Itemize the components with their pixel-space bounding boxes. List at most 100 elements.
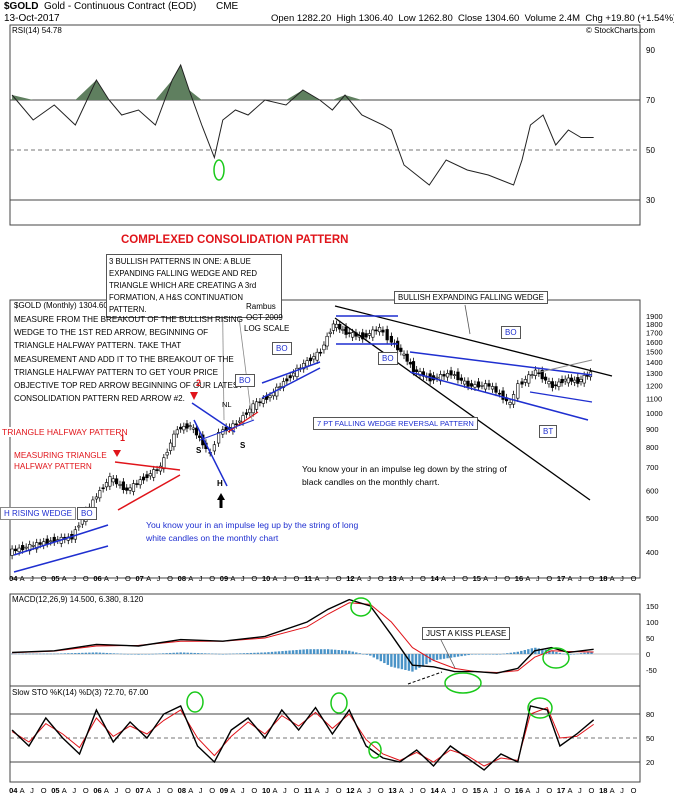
rambus-date: OCT 2009: [246, 313, 283, 322]
macd-highlight-2: [444, 672, 482, 694]
bo-label-5: BO: [501, 326, 521, 339]
rsi-legend: RSI(14) 54.78: [12, 26, 62, 35]
stoch-xtick-A: A: [483, 786, 488, 795]
macd-highlight-3: [542, 647, 570, 669]
stoch-xtick-J: J: [578, 786, 582, 795]
macd-histogram-bar: [253, 652, 256, 654]
macd-histogram-bar: [562, 653, 565, 655]
macd-histogram-bar: [288, 650, 291, 654]
macd-histogram-bar: [119, 653, 123, 655]
price-tick-1600: 1600: [646, 338, 663, 347]
price-xtick-A: A: [104, 574, 109, 583]
macd-histogram-bar: [400, 654, 404, 670]
rising-wedge-label: H RISING WEDGE: [0, 507, 77, 520]
macd-histogram-bar: [319, 649, 323, 654]
candle-body: [194, 427, 199, 436]
triangle-upper-line: [114, 461, 181, 471]
macd-histogram-bar: [530, 648, 534, 654]
price-tick-900: 900: [646, 425, 659, 434]
macd-histogram-bar: [330, 649, 333, 654]
stoch-xtick-O: O: [504, 786, 510, 795]
macd-histogram-bar: [88, 652, 91, 654]
macd-histogram-bar: [376, 654, 379, 660]
candle-body: [182, 426, 186, 431]
macd-panel: [9, 593, 641, 687]
price-xtick-12: 12: [346, 574, 354, 583]
candle-body: [402, 353, 406, 356]
price-xtick-O: O: [336, 574, 342, 583]
macd-histogram-bar: [291, 650, 295, 654]
macd-histogram-bar: [295, 650, 298, 654]
candle-body: [244, 412, 249, 415]
macd-histogram-bar: [17, 653, 21, 655]
stoch-xtick-16: 16: [515, 786, 523, 795]
candle-body: [456, 371, 460, 381]
candle-body: [497, 392, 502, 395]
price-xtick-J: J: [30, 574, 34, 583]
stoch-xtick-O: O: [83, 786, 89, 795]
stoch-xtick-A: A: [272, 786, 277, 795]
macd-histogram-bar: [221, 654, 225, 655]
candle-body: [582, 375, 586, 384]
candle-body: [367, 333, 372, 336]
candle-body: [216, 432, 221, 444]
stoch-xtick-J: J: [72, 786, 76, 795]
price-xtick-A: A: [483, 574, 488, 583]
rsi-tick-70: 70: [646, 96, 655, 105]
stoch-xtick-A: A: [104, 786, 109, 795]
candle-body: [449, 370, 453, 376]
price-tick-500: 500: [646, 514, 659, 523]
candle-body: [28, 544, 32, 552]
bo-label-4: BO: [378, 352, 398, 365]
candle-body: [533, 369, 538, 376]
macd-histogram-bar: [228, 653, 232, 655]
price-xtick-A: A: [441, 574, 446, 583]
macd-histogram-bar: [463, 654, 467, 656]
macd-histogram-bar: [53, 653, 56, 655]
candle-body: [547, 381, 551, 385]
stoch-xtick-O: O: [41, 786, 47, 795]
candle-body: [45, 538, 49, 544]
stoch-xtick-O: O: [251, 786, 257, 795]
stoch-xtick-J: J: [452, 786, 456, 795]
chart-date: 13-Oct-2017: [4, 13, 60, 24]
macd-histogram-bar: [123, 653, 126, 655]
price-xtick-J: J: [157, 574, 161, 583]
macd-histogram-bar: [555, 652, 558, 654]
price-xtick-J: J: [409, 574, 413, 583]
price-xtick-A: A: [188, 574, 193, 583]
macd-histogram-bar: [576, 653, 579, 655]
macd-histogram-bar: [397, 654, 400, 669]
high-label: High: [336, 13, 357, 24]
candle-body: [238, 420, 242, 423]
price-xtick-A: A: [315, 574, 320, 583]
candle-body: [490, 386, 495, 390]
macd-histogram-bar: [355, 652, 358, 654]
macd-histogram-bar: [333, 649, 337, 654]
macd-histogram-bar: [77, 652, 81, 654]
recent-upper: [539, 359, 593, 373]
candle-body: [576, 377, 580, 384]
macd-histogram-bar: [70, 653, 74, 654]
candle-body: [35, 542, 39, 550]
macd-histogram-bar: [481, 654, 484, 655]
macd-histogram-bar: [147, 654, 151, 655]
stoch-xtick-J: J: [114, 786, 118, 795]
candle-body: [585, 375, 589, 377]
price-xtick-05: 05: [51, 574, 59, 583]
head-label: H: [217, 479, 223, 488]
bo-label-1: BO: [77, 507, 97, 520]
macd-histogram-bar: [267, 652, 270, 654]
macd-histogram-bar: [112, 653, 116, 654]
price-xtick-J: J: [494, 574, 498, 583]
price-xtick-O: O: [83, 574, 89, 583]
macd-histogram-bar: [39, 653, 42, 655]
candle-body: [322, 344, 326, 351]
macd-histogram-bar: [407, 654, 411, 671]
candle-body: [101, 487, 105, 490]
stoch-xtick-J: J: [367, 786, 371, 795]
candle-body: [111, 478, 115, 483]
macd-histogram-bar: [305, 649, 309, 654]
stoch-xtick-05: 05: [51, 786, 59, 795]
price-xtick-O: O: [125, 574, 131, 583]
